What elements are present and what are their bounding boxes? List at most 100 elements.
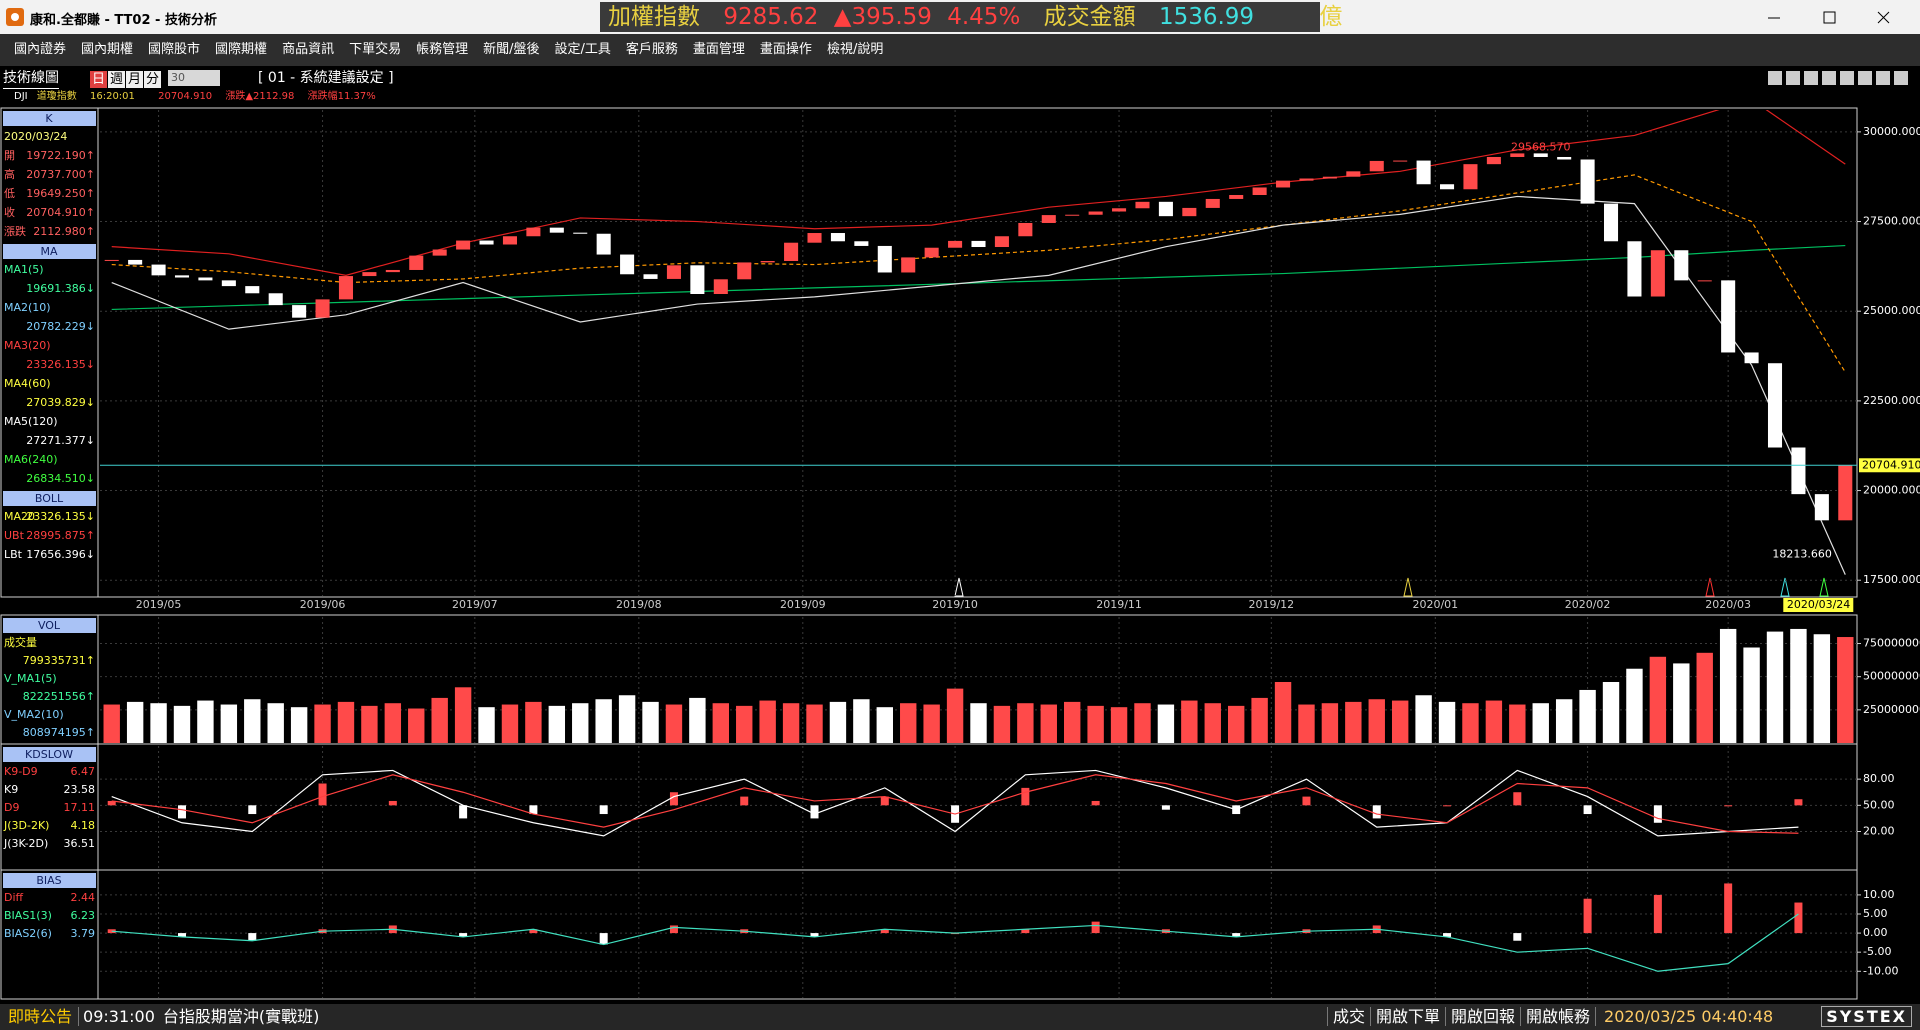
y-tick-label: 30000.000 (1863, 125, 1920, 138)
legend-value: 27039.829↓ (26, 396, 95, 409)
legend-label: BIAS1(3) (4, 909, 52, 922)
volume-bar (1040, 704, 1057, 743)
candle-body (1322, 176, 1337, 179)
menu-item[interactable]: 設定/工具 (554, 42, 611, 57)
y-tick-label: 22500.000 (1863, 394, 1920, 407)
candle-body (385, 269, 400, 273)
candle-body (690, 265, 705, 294)
close[interactable] (1877, 11, 1890, 24)
candle-body (1440, 184, 1455, 190)
volume-bar (267, 703, 284, 743)
candle-body (549, 227, 564, 233)
x-tick-label: 2019/11 (1096, 598, 1142, 611)
menu-item[interactable]: 國內證券 (14, 42, 67, 57)
status-button[interactable]: 開啟下單 (1369, 1007, 1445, 1026)
app-icon (6, 8, 24, 26)
status-button[interactable]: 成交 (1326, 1007, 1370, 1026)
tool-icon[interactable] (1822, 71, 1836, 85)
menu-item[interactable]: 畫面操作 (759, 42, 812, 57)
tool-icon[interactable] (1768, 71, 1782, 85)
candle-body (1814, 494, 1829, 521)
status-button[interactable]: 開啟帳務 (1520, 1007, 1596, 1026)
menu-item[interactable]: 國內期權 (81, 42, 134, 57)
tool-icon[interactable] (1876, 71, 1890, 85)
x-tick-label: 2019/12 (1248, 598, 1294, 611)
volume-bar (923, 704, 940, 743)
restore[interactable] (1823, 11, 1836, 24)
volume-bar (1321, 703, 1339, 743)
period-button[interactable]: 週 (108, 71, 125, 88)
menu-item[interactable]: 檢視/說明 (826, 42, 884, 57)
status-button[interactable]: 開啟回報 (1444, 1007, 1520, 1026)
tool-icon[interactable] (1840, 71, 1854, 85)
candle-body (221, 280, 236, 287)
bias-bar (1513, 933, 1522, 941)
candle-body (128, 259, 143, 265)
legend-value: 20737.700↑ (26, 168, 95, 181)
menu-item[interactable]: 畫面管理 (692, 42, 745, 57)
menu-bar: 國內證券 國內期權 國際股市 國際期權 商品資訊 下單交易 帳務管理 新聞/盤後 設定/工具 客戶… (0, 34, 1920, 66)
volume-bar (1626, 668, 1643, 743)
ticker: 加權指數 9285.62 ▲395.59 4.45% 成交金額 1536.99 … (600, 2, 1342, 32)
tab[interactable]: 技術線圖 (3, 68, 59, 89)
candle-body (502, 236, 517, 245)
volume-bar (1274, 681, 1292, 743)
legend-value: 28995.875↑ (26, 529, 95, 542)
legend-header: K (45, 112, 53, 125)
candle-body (1229, 195, 1244, 199)
candle-body (1158, 201, 1173, 217)
volume-bar (853, 699, 870, 743)
menu-item[interactable]: 帳務管理 (416, 42, 469, 57)
menu-item[interactable]: 商品資訊 (282, 42, 335, 57)
count-combo[interactable]: 30 (168, 70, 220, 86)
tool-icon[interactable] (1786, 71, 1800, 85)
volume-bar (244, 699, 261, 743)
tool-icon[interactable] (1804, 71, 1818, 85)
volume-bar (1462, 703, 1479, 743)
menu-item[interactable]: 下單交易 (349, 42, 402, 57)
candle-body (268, 293, 283, 306)
tool-icon[interactable] (1858, 71, 1872, 85)
legend-header-bg (3, 747, 96, 762)
menu-item[interactable]: 客戶服務 (625, 42, 678, 57)
legend-label: MA20 (4, 510, 35, 523)
period-button[interactable]: 分 (144, 71, 161, 88)
x-tick-label: 2019/08 (616, 598, 662, 611)
index-change: ▲395.59 (833, 4, 932, 30)
legend-label: 2020/03/24 (4, 130, 67, 143)
volume-bar (1345, 701, 1362, 743)
menu-item[interactable]: 國際期權 (215, 42, 268, 57)
volume-bar (1110, 707, 1128, 743)
legend-label: V_MA1(5) (4, 672, 57, 685)
status-right: 成交 開啟下單 開啟回報 開啟帳務 2020/03/25 04:40:48 SYSTEX (1326, 1004, 1912, 1030)
period-button[interactable]: 月 (126, 71, 143, 88)
legend-header-bg (3, 491, 96, 506)
legend-label: 收 (4, 205, 15, 219)
y-tick-label: 20.00 (1863, 824, 1895, 837)
menu-item[interactable]: 新聞/盤後 (483, 42, 540, 57)
legend-label: MA3(20) (4, 339, 51, 352)
legend-value: 4.18 (71, 819, 96, 832)
candle-body (1463, 164, 1478, 190)
candle-body (620, 254, 635, 275)
legend-value: 17656.396↓ (26, 548, 95, 561)
legend-header: VOL (38, 619, 61, 632)
legend-label: MA2(10) (4, 301, 51, 314)
period-button[interactable]: 日 (90, 71, 107, 88)
signal-marker (954, 577, 964, 597)
tool-icon[interactable] (1894, 71, 1908, 85)
current-date: 2020/03/24 (1787, 598, 1850, 611)
menu-item[interactable]: 國際股市 (148, 42, 201, 57)
legend-label: V_MA2(10) (4, 708, 64, 721)
volume-bar (946, 688, 964, 743)
window-controls[interactable] (1760, 0, 1920, 34)
legend-value: 19691.386↓ (26, 282, 95, 295)
setting[interactable]: [ 01 - 系統建議設定 ] (258, 70, 394, 86)
bias-bar (880, 929, 889, 934)
volume-bar (478, 707, 495, 743)
volume-bar (1813, 634, 1831, 743)
tool-icons[interactable] (1766, 69, 1916, 87)
legend-label: MA6(240) (4, 453, 58, 466)
volume-bar (665, 704, 683, 743)
volume-bar (1391, 700, 1409, 743)
